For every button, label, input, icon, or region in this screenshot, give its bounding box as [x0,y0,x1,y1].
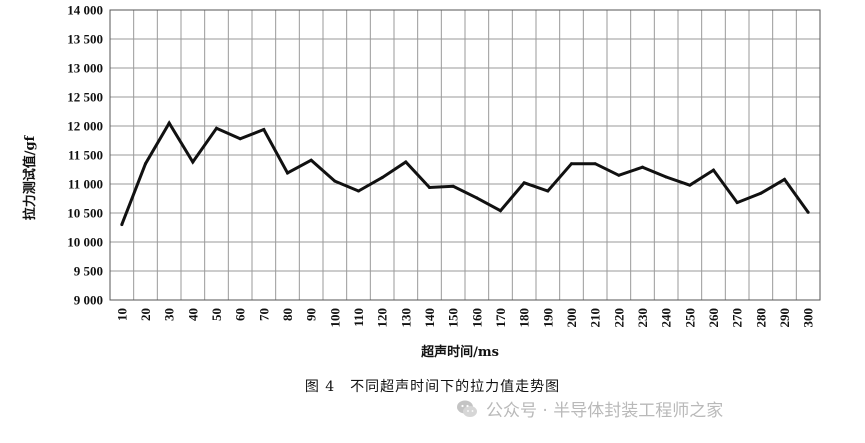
data-point [664,175,668,179]
data-point [522,181,526,185]
y-tick-label: 12 000 [67,119,103,134]
data-point [238,137,242,141]
y-tick-labels: 9 000 9 500 10 000 10 500 11 000 11 500 12 000… [67,3,103,308]
data-point [333,179,337,183]
x-tick-label: 150 [446,308,461,328]
data-point [499,209,502,213]
x-tick-label: 20 [138,308,153,321]
y-tick-label: 9 500 [74,264,103,279]
line-chart: 9 000 9 500 10 000 10 500 11 000 11 500 12 000… [22,3,821,360]
data-point [570,162,573,166]
x-tick-label: 60 [233,308,248,321]
x-tick-label: 220 [611,308,626,328]
x-tick-label: 120 [375,308,390,328]
x-tick-label: 170 [493,308,508,328]
y-tick-label: 14 000 [67,3,103,18]
data-point [593,162,597,166]
data-point [759,191,763,195]
data-point [191,160,195,164]
x-tick-label: 180 [517,308,532,328]
x-tick-label: 240 [659,308,674,328]
data-point [712,168,715,172]
x-tick-label: 90 [304,308,319,321]
series [120,120,810,227]
y-tick-label: 10 500 [67,206,103,221]
y-axis-title: 拉力测试值/gf [22,134,38,220]
plot-border [109,9,821,301]
x-tick-label: 210 [588,308,603,328]
data-point [215,126,218,130]
data-point [783,177,786,181]
figure-caption: 图 4 不同超声时间下的拉力值走势图 [304,379,561,395]
y-tick-label: 13 000 [67,61,103,76]
y-tick-label: 9 000 [74,293,103,308]
grid [109,9,821,301]
data-point [309,158,313,162]
x-tick-label: 10 [114,308,129,321]
data-point [641,165,644,169]
data-point [735,201,739,205]
y-tick-label: 11 500 [68,148,103,163]
x-tick-label: 140 [422,308,437,328]
data-point [451,184,455,188]
x-tick-label: 110 [351,308,366,327]
data-point [475,196,479,200]
data-point [546,189,550,193]
data-point [262,127,266,131]
x-tick-label: 80 [280,308,295,321]
data-point [688,183,692,187]
y-tick-label: 11 000 [68,177,103,192]
data-point [167,121,171,125]
x-tick-label: 300 [801,308,816,328]
watermark: 公众号 · 半导体封装工程师之家 [456,396,723,421]
x-tick-label: 30 [162,308,177,321]
watermark-text: 公众号 · 半导体封装工程师之家 [486,401,724,421]
data-point [380,176,384,180]
data-point [120,223,124,227]
x-tick-label: 160 [469,308,484,328]
data-point [286,171,289,175]
x-tick-label: 290 [777,308,792,328]
y-tick-label: 13 500 [67,32,103,47]
series-line [120,120,810,226]
wechat-icon [457,400,477,417]
data-point [404,160,408,164]
data-point [617,173,621,177]
x-tick-label: 260 [706,308,721,328]
x-tick-label: 270 [730,308,745,328]
x-tick-label: 200 [564,308,579,328]
x-tick-label: 190 [540,308,555,328]
x-tick-label: 50 [209,308,224,321]
y-tick-label: 10 000 [67,235,103,250]
y-tick-label: 12 500 [67,90,103,105]
x-axis-title: 超声时间/ms [421,344,499,360]
data-point [357,189,360,193]
x-tick-labels: 10 20 30 40 50 60 70 80 90 100 110 120 130 140 150 160 1… [114,308,815,328]
x-tick-label: 250 [682,308,697,328]
x-tick-label: 280 [753,308,768,328]
x-tick-label: 100 [327,308,342,328]
data-point [806,210,810,214]
data-point [428,185,431,189]
x-tick-label: 40 [185,308,200,321]
x-tick-label: 70 [256,308,271,321]
x-tick-label: 230 [635,308,650,328]
data-point [144,162,147,166]
x-tick-label: 130 [398,308,413,328]
